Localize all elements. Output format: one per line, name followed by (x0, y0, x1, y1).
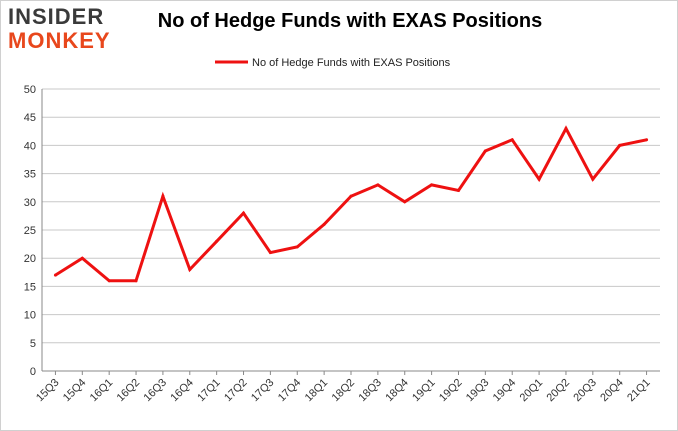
x-tick-label: 17Q3 (249, 377, 277, 405)
x-tick-label: 20Q3 (571, 377, 599, 405)
legend-label: No of Hedge Funds with EXAS Positions (252, 57, 451, 69)
y-tick-label: 35 (24, 169, 36, 181)
axes (41, 89, 660, 375)
x-tick-label: 19Q2 (437, 377, 465, 405)
x-tick-label: 16Q3 (142, 377, 170, 405)
y-tick-label: 45 (24, 112, 36, 124)
x-tick-label: 17Q2 (222, 377, 250, 405)
legend: No of Hedge Funds with EXAS Positions (215, 57, 451, 69)
y-tick-label: 10 (24, 310, 36, 322)
x-tick-label: 20Q4 (598, 377, 626, 405)
y-axis-tick-labels: 0 5 10 15 20 25 30 35 40 45 50 (24, 84, 36, 378)
insider-monkey-logo: INSIDER MONKEY (8, 6, 130, 54)
y-tick-label: 25 (24, 225, 36, 237)
x-tick-label: 19Q3 (464, 377, 492, 405)
logo-line-insider: INSIDER (8, 4, 105, 29)
y-tick-label: 0 (30, 366, 36, 378)
data-point (242, 211, 246, 215)
y-tick-label: 30 (24, 197, 36, 209)
data-point (107, 279, 111, 283)
x-tick-label: 17Q4 (276, 377, 304, 405)
data-point (430, 183, 434, 187)
data-point (322, 222, 326, 226)
x-axis-tick-labels: 15Q3 15Q4 16Q1 16Q2 16Q3 16Q4 17Q1 17Q2 17Q3 17Q4… (34, 377, 653, 405)
x-tick-label: 21Q1 (625, 377, 653, 405)
y-tick-label: 40 (24, 140, 36, 152)
data-point (645, 138, 649, 142)
x-tick-label: 19Q4 (491, 377, 519, 405)
x-tick-label: 16Q1 (88, 377, 116, 405)
x-tick-label: 16Q4 (168, 377, 196, 405)
series-lines (53, 125, 649, 283)
data-point (134, 279, 138, 283)
x-tick-label: 16Q2 (115, 377, 143, 405)
data-point (618, 143, 622, 147)
data-point (268, 251, 272, 255)
grid-lines (42, 88, 660, 344)
x-tick-label: 15Q3 (34, 377, 62, 405)
y-tick-label: 20 (24, 253, 36, 265)
x-tick-label: 19Q1 (410, 377, 438, 405)
data-point (403, 200, 407, 204)
data-point (510, 138, 514, 142)
data-point (376, 183, 380, 187)
data-point (53, 273, 57, 277)
data-point (349, 194, 353, 198)
x-tick-label: 18Q3 (356, 377, 384, 405)
data-point (215, 239, 219, 243)
x-tick-label: 17Q1 (195, 377, 223, 405)
data-point (537, 177, 541, 181)
data-point (564, 126, 568, 130)
data-point (483, 149, 487, 153)
x-tick-label: 15Q4 (61, 377, 89, 405)
data-point (161, 194, 165, 198)
x-tick-label: 18Q1 (303, 377, 331, 405)
chart-title: No of Hedge Funds with EXAS Positions (157, 10, 543, 32)
x-tick-label: 18Q2 (330, 377, 358, 405)
logo-line-monkey: MONKEY (8, 28, 111, 53)
y-tick-label: 5 (30, 338, 36, 350)
y-tick-label: 50 (24, 84, 36, 96)
x-tick-label: 18Q4 (383, 377, 411, 405)
x-tick-label: 20Q2 (545, 377, 573, 405)
data-point (80, 256, 84, 260)
data-point (295, 245, 299, 249)
data-point (591, 177, 595, 181)
data-point (456, 189, 460, 193)
data-point (188, 267, 192, 271)
y-tick-label: 15 (24, 281, 36, 293)
x-tick-label: 20Q1 (518, 377, 546, 405)
